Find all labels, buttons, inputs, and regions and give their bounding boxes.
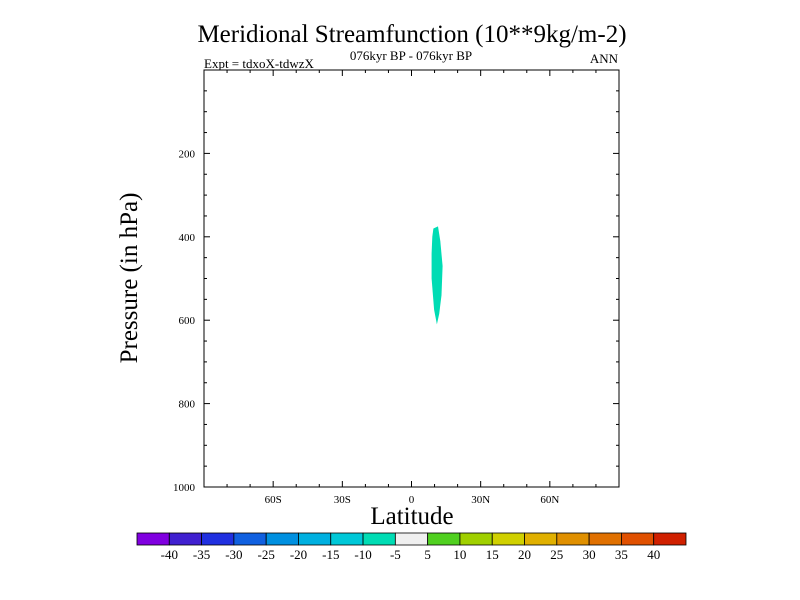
colorbar-label: 10 — [453, 547, 466, 562]
colorbar-swatch — [588, 532, 622, 546]
colorbar-swatch — [201, 532, 235, 546]
colorbar-swatch — [427, 532, 461, 546]
colorbar-label: 15 — [486, 547, 499, 562]
colorbar-label: -5 — [390, 547, 401, 562]
colorbar-swatch — [330, 532, 364, 546]
colorbar-swatch — [136, 532, 170, 546]
colorbar-label: 20 — [518, 547, 531, 562]
y-tick-label: 200 — [179, 148, 196, 160]
colorbar-label: -10 — [354, 547, 371, 562]
y-tick-label: 800 — [179, 399, 196, 411]
colorbar-label: 35 — [615, 547, 628, 562]
colorbar-swatch — [653, 532, 687, 546]
plot-frame — [203, 69, 620, 488]
chart-subtitle: 076kyr BP - 076kyr BP — [350, 48, 472, 63]
colorbar-label: 30 — [583, 547, 596, 562]
x-tick-label: 60S — [265, 494, 282, 506]
colorbar-swatch — [265, 532, 299, 546]
y-axis-label: Pressure (in hPa) — [116, 193, 143, 364]
x-axis-label: Latitude — [370, 503, 453, 530]
colorbar-label: -15 — [322, 547, 339, 562]
colorbar-label: -25 — [258, 547, 275, 562]
colorbar-label: 25 — [550, 547, 563, 562]
x-tick-label: 0 — [409, 494, 415, 506]
y-tick-label: 1000 — [173, 482, 196, 494]
colorbar-label: -30 — [225, 547, 242, 562]
colorbar-swatch — [491, 532, 525, 546]
colorbar-swatch — [233, 532, 267, 546]
plot-area: 60S 30S 0 30N 60N 200 400 600 800 1000 — [173, 69, 620, 506]
colorbar-swatch — [621, 532, 655, 546]
colorbar-swatch — [298, 532, 332, 546]
y-tick-label: 400 — [179, 232, 196, 244]
colorbar-swatch — [168, 532, 202, 546]
colorbar-swatch — [394, 532, 429, 546]
x-tick-label: 30N — [471, 494, 490, 506]
colorbar-swatch — [524, 532, 558, 546]
experiment-label: Expt = tdxoX-tdwzX — [204, 56, 314, 71]
colorbar-label: -20 — [290, 547, 307, 562]
colorbar: -40 -35 -30 -25 -20 -15 -10 -5 5 10 15 20 25 30 35 40 — [136, 532, 687, 562]
colorbar-label: 5 — [424, 547, 431, 562]
colorbar-swatch — [459, 532, 493, 546]
colorbar-swatch — [556, 532, 590, 546]
contour-region-0 — [431, 226, 443, 325]
x-tick-label: 60N — [540, 494, 559, 506]
colorbar-label: 40 — [647, 547, 660, 562]
x-tick-label: 30S — [334, 494, 351, 506]
season-label: ANN — [590, 51, 619, 66]
colorbar-label: -40 — [161, 547, 178, 562]
chart-title: Meridional Streamfunction (10**9kg/m-2) — [197, 21, 626, 48]
colorbar-swatch — [362, 532, 396, 546]
y-tick-label: 600 — [179, 315, 196, 327]
colorbar-label: -35 — [193, 547, 210, 562]
